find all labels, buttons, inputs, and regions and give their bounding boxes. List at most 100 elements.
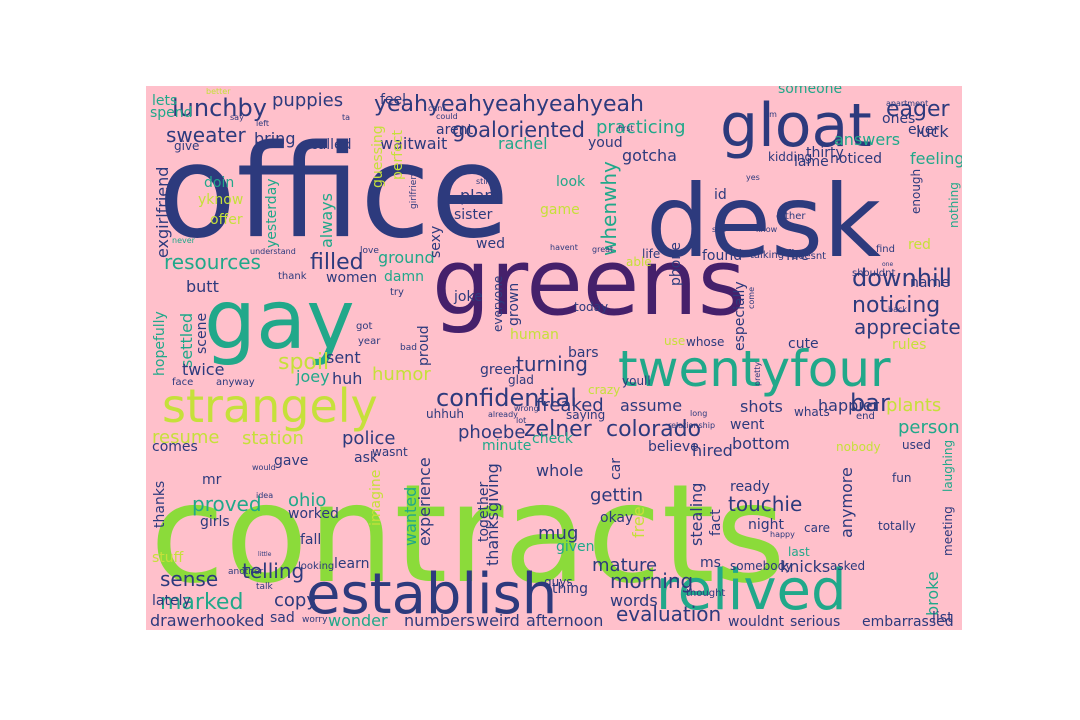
word-rachel: rachel (498, 134, 548, 153)
word-twentyfour: twentyfour (618, 340, 891, 398)
word-embarrassed: embarrassed (862, 614, 954, 630)
word-enough: enough (909, 169, 923, 214)
word-give: give (174, 139, 199, 153)
word-yes: yes (746, 173, 760, 182)
word-proved: proved (192, 492, 262, 516)
word-phoebe: phoebe (458, 422, 525, 443)
word-confidential: confidential (436, 384, 577, 412)
word-left: left (256, 119, 269, 128)
word-broke: broke (923, 571, 942, 616)
word-given: given (556, 539, 595, 555)
word-know: know (756, 225, 778, 234)
word-words: words (610, 591, 658, 610)
word-wasnt: wasnt (372, 445, 408, 459)
word-still: still (476, 177, 490, 186)
word-proud: proud (416, 325, 432, 366)
word-answers: answers (834, 130, 900, 149)
word-scene: scene (194, 313, 210, 354)
word-lunchby: lunchby (172, 94, 267, 122)
word-looking: looking (298, 561, 334, 572)
word-ms: ms (700, 555, 721, 571)
word-anymore: anymore (837, 467, 856, 538)
word-minute: minute (482, 438, 531, 454)
word-youd: youd (588, 135, 623, 151)
word-free: free (629, 506, 648, 538)
word-thanksgiving: thanksgiving (483, 463, 502, 566)
word-green: green (480, 362, 520, 378)
word-worked: worked (288, 506, 339, 522)
word-thought: thought (686, 588, 725, 599)
word-colorado: colorado (606, 417, 701, 442)
word-luck: luck (916, 122, 949, 141)
word-asked: asked (830, 559, 865, 573)
word-wonder: wonder (328, 611, 388, 630)
word-hopefully: hopefully (152, 311, 168, 376)
word-turning: turning (516, 352, 588, 376)
word-gettin: gettin (590, 485, 643, 506)
word-hired: hired (692, 441, 733, 460)
word-especially: especially (732, 281, 748, 351)
word-goaloriented: goaloriented (452, 118, 585, 142)
word-practicing: practicing (596, 117, 686, 138)
word-always: always (317, 193, 336, 248)
word-found: found (702, 248, 742, 264)
word-last: last (788, 545, 810, 559)
word-long: long (690, 409, 707, 418)
word-downhill: downhill (852, 264, 952, 292)
word-gay: gay (204, 273, 355, 368)
word-totally: totally (878, 519, 916, 533)
word-list: list (932, 610, 953, 626)
word-fire: fire (786, 248, 809, 264)
word-sexy: sexy (428, 226, 444, 258)
word-went: went (730, 417, 765, 433)
word-spend: spend (150, 105, 193, 121)
word-car: car (608, 458, 624, 480)
word-everyone: everyone (491, 276, 505, 332)
word-learn: learn (334, 556, 369, 572)
word-okay: okay (600, 510, 633, 526)
word-morning: morning (610, 569, 693, 593)
word-game: game (540, 202, 580, 218)
word-relived: relived (656, 558, 847, 623)
word-mr: mr (202, 472, 222, 488)
word-cute: cute (788, 336, 819, 352)
word-face: face (172, 377, 193, 388)
word-ohio: ohio (288, 490, 326, 511)
word-pretty: pretty (753, 362, 762, 386)
word-shouldnt: shouldnt (852, 268, 895, 279)
word-gotcha: gotcha (622, 146, 677, 165)
word-doin: doin (204, 175, 234, 191)
word-saying: saying (566, 408, 605, 422)
word-ta: ta (342, 113, 350, 122)
word-relationship: relationship (668, 421, 715, 430)
word-guessing: guessing (370, 125, 386, 188)
word-id: id (714, 187, 727, 203)
word-laughing: laughing (941, 440, 955, 492)
word-noticing: noticing (852, 293, 940, 318)
word-person: person (898, 417, 960, 438)
word-women: women (326, 270, 377, 286)
word-yesterday: yesterday (264, 178, 280, 248)
word-night: night (748, 517, 785, 533)
word-glad: glad (508, 373, 534, 387)
word-anyway: anyway (216, 377, 255, 388)
word-weird: weird (476, 611, 520, 630)
word-lame: lame (794, 154, 829, 170)
word-crazy: crazy (588, 383, 620, 397)
word-idea: idea (256, 491, 273, 500)
word-puppies: puppies (272, 90, 343, 111)
word-girlfriend: girlfriend (409, 168, 419, 209)
word-cloud-background (146, 86, 962, 630)
word-better: better (206, 87, 231, 96)
word-copy: copy (274, 590, 317, 611)
word-stealing: stealing (687, 483, 706, 546)
word-joke: joke (453, 289, 483, 305)
word-mature: mature (592, 555, 657, 576)
word-someone: someone (778, 86, 842, 97)
word-bar: bar (850, 389, 890, 417)
word-lot: lot (516, 416, 526, 425)
word-talking: talking (750, 250, 784, 261)
word-resume: resume (152, 427, 219, 448)
word-noticed: noticed (830, 151, 882, 167)
